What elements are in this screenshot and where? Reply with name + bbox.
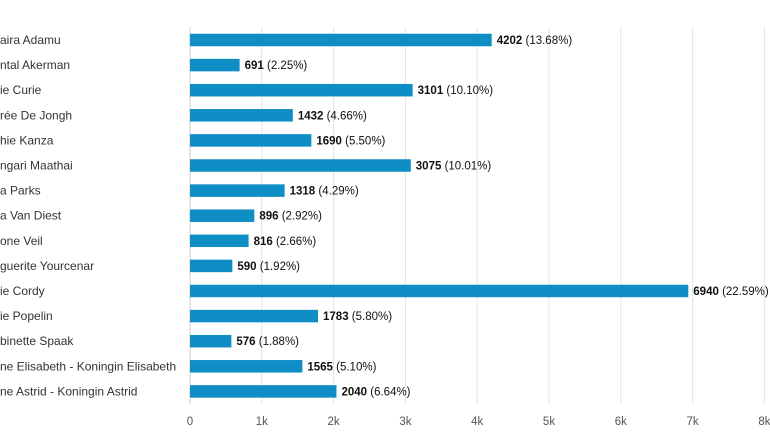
category-label-2: ie Curie	[0, 83, 42, 97]
data-label-value: 896	[259, 211, 281, 223]
data-label-percent: (2.92%)	[282, 211, 322, 223]
data-label-1: 691 (2.25%)	[245, 60, 308, 72]
category-label-8: one Veil	[0, 234, 43, 248]
bar-8	[190, 234, 249, 248]
bar-9	[190, 259, 233, 273]
data-label-0: 4202 (13.68%)	[497, 35, 573, 47]
bar-14	[190, 385, 337, 398]
data-label-percent: (22.59%)	[722, 286, 769, 298]
category-labels: aira Adamu ntal Akerman ie Curie rée De Jon…	[0, 33, 176, 398]
x-tick-label-2: 2k	[328, 416, 340, 428]
category-label-0: aira Adamu	[0, 33, 61, 47]
data-label-value: 816	[254, 236, 276, 248]
bar-0	[190, 33, 492, 47]
x-tick-label-6: 6k	[615, 416, 627, 428]
data-label-3: 1432 (4.66%)	[298, 110, 367, 122]
data-label-value: 1783	[323, 311, 352, 323]
data-label-7: 896 (2.92%)	[259, 211, 322, 223]
data-label-percent: (5.10%)	[336, 361, 376, 373]
data-label-value: 1690	[316, 135, 345, 147]
category-label-3: rée De Jongh	[0, 108, 72, 122]
category-label-14: ne Astrid - Koningin Astrid	[0, 384, 137, 398]
bar-1	[190, 58, 240, 72]
data-label-percent: (10.10%)	[446, 85, 493, 97]
data-label-4: 1690 (5.50%)	[316, 135, 385, 147]
category-label-13: ne Elisabeth - Koningin Elisabeth	[0, 359, 176, 373]
data-label-percent: (5.50%)	[345, 135, 385, 147]
data-label-2: 3101 (10.10%)	[418, 85, 494, 97]
category-label-7: a Van Diest	[0, 209, 62, 223]
data-label-percent: (4.66%)	[327, 110, 367, 122]
data-label-percent: (5.80%)	[352, 311, 392, 323]
data-label-11: 1783 (5.80%)	[323, 311, 392, 323]
data-label-percent: (2.25%)	[267, 60, 307, 72]
data-label-13: 1565 (5.10%)	[307, 361, 376, 373]
bar-11	[190, 309, 319, 323]
category-label-4: hie Kanza	[0, 133, 54, 147]
bar-6	[190, 184, 285, 197]
data-label-value: 3075	[416, 161, 445, 173]
x-tick-label-5: 5k	[543, 416, 555, 428]
category-label-1: ntal Akerman	[0, 58, 70, 72]
data-label-percent: (6.64%)	[370, 386, 410, 398]
data-label-8: 816 (2.66%)	[254, 236, 317, 248]
x-tick-label-1: 1k	[256, 416, 268, 428]
bar-5	[190, 159, 411, 172]
data-label-value: 1432	[298, 110, 327, 122]
x-tick-label-4: 4k	[471, 416, 483, 428]
data-label-value: 590	[237, 261, 259, 273]
data-label-percent: (1.92%)	[260, 261, 300, 273]
x-axis-ticks: 0 1k 2k 3k 4k 5k 6k 7k 8k	[187, 416, 770, 428]
data-label-value: 1318	[290, 186, 319, 198]
data-label-14: 2040 (6.64%)	[341, 386, 410, 398]
x-tick-label-3: 3k	[399, 416, 411, 428]
data-label-value: 2040	[341, 386, 370, 398]
bar-12	[190, 334, 232, 348]
data-label-5: 3075 (10.01%)	[416, 161, 492, 173]
category-label-9: guerite Yourcenar	[0, 259, 94, 273]
data-label-value: 576	[236, 336, 258, 348]
bar-7	[190, 209, 255, 222]
data-label-value: 1565	[307, 361, 336, 373]
category-label-6: a Parks	[0, 184, 41, 198]
data-label-percent: (1.88%)	[259, 336, 299, 348]
x-tick-label-8: 8k	[758, 416, 770, 428]
bar-10	[190, 284, 689, 298]
data-label-6: 1318 (4.29%)	[290, 186, 359, 198]
data-label-percent: (10.01%)	[445, 161, 492, 173]
data-label-percent: (13.68%)	[525, 35, 572, 47]
category-label-10: ie Cordy	[0, 284, 45, 298]
bar-4	[190, 134, 312, 147]
data-label-value: 691	[245, 60, 267, 72]
bar-3	[190, 109, 293, 122]
data-label-percent: (4.29%)	[318, 186, 358, 198]
bars	[190, 33, 689, 398]
value-labels: 4202 (13.68%) 691 (2.25%) 3101 (10.10%) 143…	[236, 35, 769, 398]
data-label-12: 576 (1.88%)	[236, 336, 299, 348]
x-tick-label-7: 7k	[687, 416, 699, 428]
bar-13	[190, 360, 303, 373]
category-label-11: ie Popelin	[0, 309, 53, 323]
data-label-percent: (2.66%)	[276, 236, 316, 248]
data-label-10: 6940 (22.59%)	[693, 286, 769, 298]
x-tick-label-0: 0	[187, 416, 193, 428]
data-label-value: 4202	[497, 35, 526, 47]
category-label-12: binette Spaak	[0, 334, 74, 348]
bar-2	[190, 83, 413, 97]
data-label-value: 3101	[418, 85, 447, 97]
data-label-value: 6940	[693, 286, 722, 298]
category-label-5: ngari Maathai	[0, 159, 73, 173]
data-label-9: 590 (1.92%)	[237, 261, 300, 273]
